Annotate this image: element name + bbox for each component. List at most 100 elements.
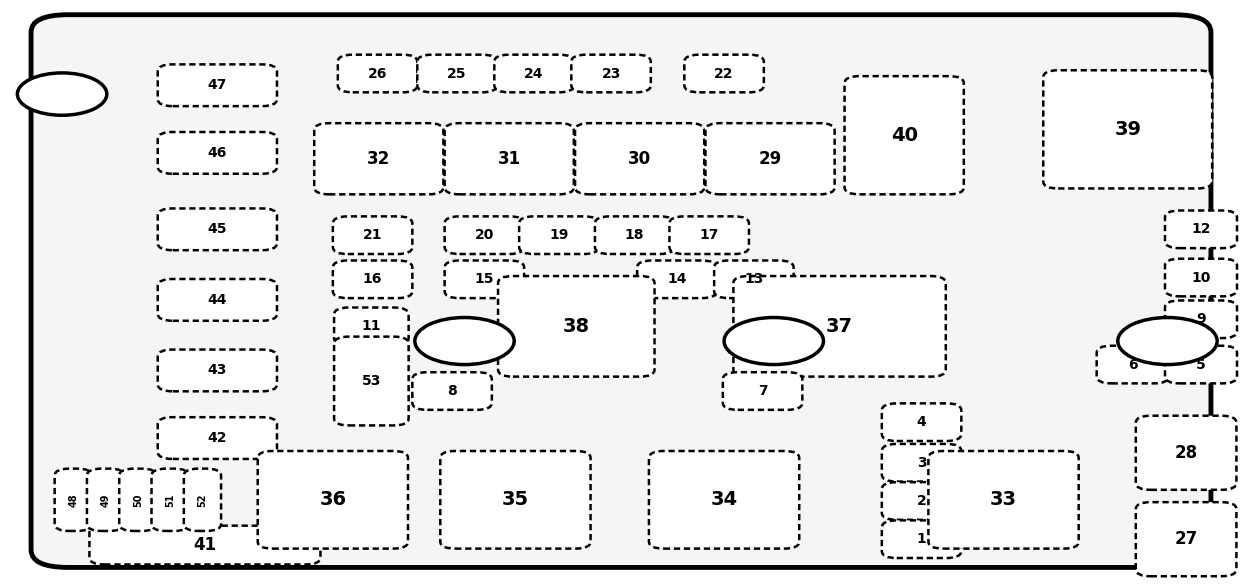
FancyBboxPatch shape (158, 209, 277, 250)
Text: 42: 42 (207, 431, 227, 445)
Text: 53: 53 (361, 374, 381, 388)
Text: 18: 18 (625, 228, 645, 242)
Text: 37: 37 (826, 317, 853, 336)
FancyBboxPatch shape (119, 469, 156, 531)
FancyBboxPatch shape (733, 276, 946, 377)
Text: 19: 19 (549, 228, 569, 242)
FancyBboxPatch shape (882, 444, 961, 482)
Text: 8: 8 (447, 384, 457, 398)
Text: 49: 49 (101, 493, 111, 506)
FancyBboxPatch shape (158, 349, 277, 392)
Text: 32: 32 (368, 150, 390, 168)
Text: 24: 24 (524, 66, 544, 81)
FancyBboxPatch shape (882, 482, 961, 520)
Text: 6: 6 (1128, 358, 1138, 372)
Text: 11: 11 (361, 319, 381, 333)
Text: 50: 50 (133, 493, 143, 506)
Text: 45: 45 (207, 222, 227, 236)
FancyBboxPatch shape (705, 123, 835, 194)
Text: 38: 38 (563, 317, 590, 336)
FancyBboxPatch shape (519, 216, 599, 254)
Text: 40: 40 (891, 126, 918, 145)
Text: 30: 30 (628, 150, 651, 168)
FancyBboxPatch shape (498, 276, 655, 377)
Text: 26: 26 (368, 66, 388, 81)
Text: 23: 23 (601, 66, 621, 81)
Text: 34: 34 (710, 490, 738, 509)
FancyBboxPatch shape (494, 55, 574, 92)
FancyBboxPatch shape (1165, 259, 1237, 296)
FancyBboxPatch shape (684, 55, 764, 92)
Text: 41: 41 (194, 536, 216, 554)
FancyBboxPatch shape (882, 403, 961, 441)
FancyBboxPatch shape (571, 55, 651, 92)
FancyBboxPatch shape (882, 520, 961, 558)
FancyBboxPatch shape (1135, 416, 1236, 490)
FancyBboxPatch shape (595, 216, 674, 254)
Text: 14: 14 (667, 272, 687, 286)
Text: 20: 20 (474, 228, 494, 242)
FancyBboxPatch shape (440, 451, 591, 549)
Text: 27: 27 (1175, 530, 1197, 548)
FancyBboxPatch shape (158, 417, 277, 459)
Text: 43: 43 (207, 363, 227, 377)
Text: 21: 21 (363, 228, 383, 242)
Text: 48: 48 (68, 493, 78, 507)
Text: 1: 1 (917, 532, 927, 546)
FancyBboxPatch shape (1043, 70, 1212, 188)
Text: 12: 12 (1191, 222, 1211, 236)
Text: 22: 22 (714, 66, 734, 81)
Text: 52: 52 (197, 493, 207, 506)
FancyBboxPatch shape (333, 260, 412, 298)
FancyBboxPatch shape (184, 469, 221, 531)
Text: 10: 10 (1191, 270, 1211, 285)
Text: 47: 47 (207, 78, 227, 92)
FancyBboxPatch shape (31, 15, 1211, 567)
FancyBboxPatch shape (334, 308, 409, 345)
FancyBboxPatch shape (417, 55, 497, 92)
Circle shape (724, 318, 823, 365)
Text: 13: 13 (744, 272, 764, 286)
FancyBboxPatch shape (89, 526, 320, 564)
Text: 29: 29 (759, 150, 781, 168)
FancyBboxPatch shape (158, 132, 277, 174)
Text: 35: 35 (502, 490, 529, 509)
FancyBboxPatch shape (152, 469, 189, 531)
FancyBboxPatch shape (1165, 300, 1237, 338)
FancyBboxPatch shape (258, 451, 407, 549)
FancyBboxPatch shape (575, 123, 704, 194)
Circle shape (1118, 318, 1217, 365)
Text: 44: 44 (207, 293, 227, 307)
FancyBboxPatch shape (314, 123, 443, 194)
Text: 2: 2 (917, 494, 927, 508)
Text: 33: 33 (990, 490, 1017, 509)
Text: 25: 25 (447, 66, 467, 81)
FancyBboxPatch shape (338, 55, 417, 92)
FancyBboxPatch shape (445, 260, 524, 298)
Text: 36: 36 (319, 490, 347, 509)
FancyBboxPatch shape (445, 216, 524, 254)
Text: 5: 5 (1196, 358, 1206, 372)
Text: 39: 39 (1114, 120, 1141, 139)
Text: 28: 28 (1175, 444, 1197, 462)
FancyBboxPatch shape (1165, 346, 1237, 383)
FancyBboxPatch shape (1135, 502, 1236, 576)
FancyBboxPatch shape (158, 64, 277, 106)
FancyBboxPatch shape (648, 451, 800, 549)
Text: 4: 4 (917, 415, 927, 429)
FancyBboxPatch shape (158, 279, 277, 321)
FancyBboxPatch shape (445, 123, 574, 194)
FancyBboxPatch shape (637, 260, 717, 298)
Text: 31: 31 (498, 150, 520, 168)
Circle shape (17, 73, 107, 115)
Text: 46: 46 (207, 146, 227, 160)
FancyBboxPatch shape (669, 216, 749, 254)
FancyBboxPatch shape (714, 260, 794, 298)
FancyBboxPatch shape (55, 469, 92, 531)
FancyBboxPatch shape (412, 372, 492, 410)
FancyBboxPatch shape (845, 76, 964, 194)
FancyBboxPatch shape (333, 216, 412, 254)
Text: 9: 9 (1196, 312, 1206, 326)
Circle shape (415, 318, 514, 365)
Text: 7: 7 (758, 384, 768, 398)
